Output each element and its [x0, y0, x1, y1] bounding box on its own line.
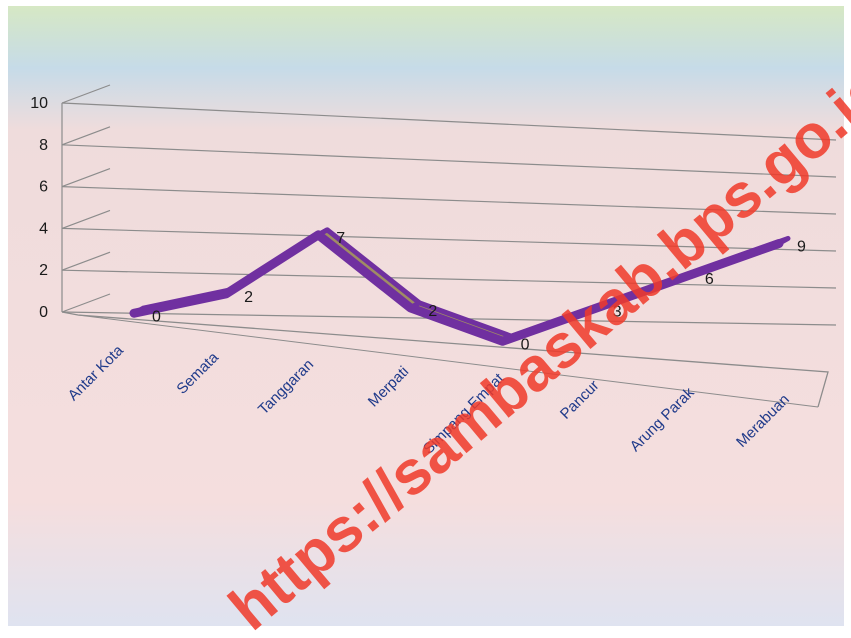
data-label: 9	[797, 238, 806, 255]
gridline-depth	[61, 209, 111, 229]
data-point	[223, 290, 230, 297]
series-line	[129, 227, 791, 346]
gridline	[61, 102, 837, 141]
data-point	[315, 231, 322, 238]
chart-floor	[61, 311, 829, 408]
data-label: 2	[244, 289, 253, 306]
y-tick-label: 4	[39, 220, 48, 237]
data-label: 2	[428, 303, 437, 320]
floor-edge	[77, 314, 819, 408]
y-axis-ticks: 0 2 4 6 8 10	[30, 95, 48, 321]
gridline-depth	[61, 126, 111, 146]
data-point	[683, 273, 690, 280]
data-label: 0	[152, 308, 161, 325]
gridline-depth	[61, 84, 111, 104]
data-point	[407, 304, 414, 311]
y-tick-label: 6	[39, 179, 48, 196]
gridline	[61, 227, 837, 252]
gridline	[61, 144, 837, 178]
data-point	[499, 338, 506, 345]
gridline	[61, 186, 837, 215]
gridline-depth	[61, 251, 111, 271]
y-tick-label: 8	[39, 137, 48, 154]
data-label: 7	[336, 230, 345, 247]
gridline-depth	[61, 293, 111, 313]
data-point	[776, 240, 782, 247]
series-line-path	[129, 230, 784, 346]
gridline-depth	[61, 168, 111, 188]
data-point	[591, 305, 598, 312]
y-tick-label: 0	[39, 304, 48, 321]
y-tick-label: 10	[30, 95, 48, 112]
data-point	[131, 310, 137, 317]
y-tick-label: 2	[39, 262, 48, 279]
data-label: 0	[521, 336, 530, 353]
data-labels: 0 2 7 2 0 3 6 9	[152, 230, 806, 353]
data-label: 3	[613, 304, 622, 321]
gridlines	[61, 84, 837, 408]
gridline	[61, 269, 837, 289]
data-label: 6	[705, 271, 714, 288]
